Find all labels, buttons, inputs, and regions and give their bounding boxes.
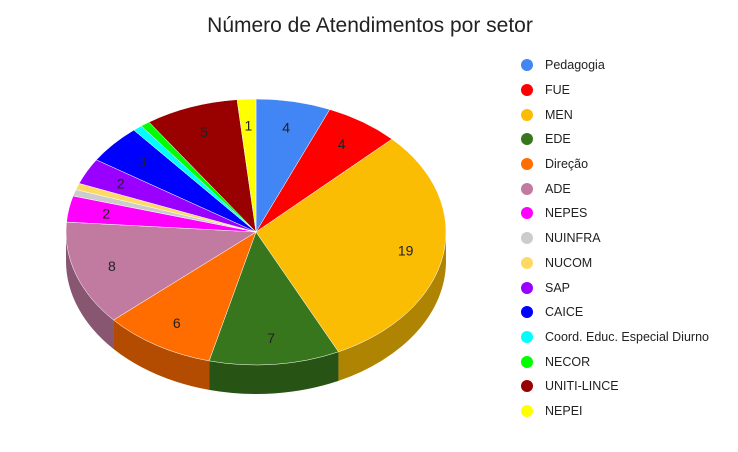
legend-entry-nucom[interactable]: NUCOM [521, 251, 709, 276]
legend-label: MEN [545, 107, 573, 122]
legend-entry-men[interactable]: MEN [521, 102, 709, 127]
legend-swatch [521, 84, 533, 97]
pie-side-men [338, 232, 446, 381]
legend-swatch [521, 158, 533, 171]
pie-slice-ade[interactable] [65, 221, 257, 321]
slice-value-label: 5 [200, 124, 208, 140]
legend-label: CAICE [545, 305, 584, 320]
slice-value-label: 7 [267, 330, 275, 346]
legend-entry-uniti-lince[interactable]: UNITI-LINCE [521, 374, 709, 399]
legend-label: FUE [545, 83, 570, 98]
pie-slice-men[interactable] [255, 138, 447, 353]
legend-label: NUCOM [545, 255, 593, 270]
legend-entry-sap[interactable]: SAP [521, 275, 709, 300]
legend-swatch [521, 281, 533, 294]
legend-entry-coord-educ-especial-diurno[interactable]: Coord. Educ. Especial Diurno [521, 325, 709, 350]
legend-label: NUINFRA [545, 231, 601, 246]
legend-label: NEPEI [545, 403, 583, 418]
pie-side-ade [66, 232, 114, 350]
slice-value-label: 3 [138, 154, 146, 170]
pie-side-ede [209, 351, 339, 394]
legend-label: SAP [545, 280, 571, 295]
legend-swatch [521, 355, 533, 368]
slice-value-label: 2 [102, 206, 110, 222]
legend-entry-pedagogia[interactable]: Pedagogia [521, 53, 709, 78]
legend-swatch [521, 108, 533, 121]
pie-slice-nepei[interactable] [236, 98, 257, 233]
chart-title: Número de Atendimentos por setor [207, 14, 533, 37]
legend-label: Coord. Educ. Especial Diurno [545, 329, 709, 344]
slice-value-label: 4 [338, 136, 346, 152]
slice-value-label: 1 [245, 118, 253, 134]
legend: Pedagogia FUE MEN EDE Direção ADE NEPES NUINFRA… [521, 53, 709, 423]
legend-label: EDE [545, 132, 571, 147]
slice-value-label: 2 [117, 175, 125, 191]
legend-swatch [521, 380, 533, 393]
legend-entry-dire-o[interactable]: Direção [521, 152, 709, 177]
slice-value-label: 8 [108, 258, 116, 274]
pie-side-dire-o [113, 320, 210, 390]
legend-entry-nepei[interactable]: NEPEI [521, 399, 709, 424]
legend-entry-caice[interactable]: CAICE [521, 300, 709, 325]
legend-swatch [521, 306, 533, 319]
legend-swatch [521, 404, 533, 417]
slice-value-label: 4 [282, 120, 290, 136]
legend-swatch [521, 182, 533, 195]
legend-swatch [521, 133, 533, 146]
legend-entry-necor[interactable]: NECOR [521, 349, 709, 374]
slice-value-label: 6 [173, 315, 181, 331]
legend-swatch [521, 59, 533, 72]
pie-slice-ede[interactable] [208, 231, 339, 366]
legend-swatch [521, 256, 533, 269]
pie-slice-dire-o[interactable] [113, 231, 257, 362]
slice-value-label: 19 [398, 242, 414, 258]
legend-label: UNITI-LINCE [545, 379, 619, 394]
legend-entry-nuinfra[interactable]: NUINFRA [521, 226, 709, 251]
legend-entry-fue[interactable]: FUE [521, 78, 709, 103]
legend-swatch [521, 232, 533, 245]
legend-label: Direção [545, 157, 589, 172]
legend-entry-nepes[interactable]: NEPES [521, 201, 709, 226]
pie-slice-uniti-lince[interactable] [148, 99, 257, 233]
legend-label: Pedagogia [545, 58, 605, 73]
legend-entry-ade[interactable]: ADE [521, 176, 709, 201]
pie-top [65, 98, 447, 366]
legend-entry-ede[interactable]: EDE [521, 127, 709, 152]
legend-swatch [521, 207, 533, 220]
pie-sides [66, 232, 446, 394]
legend-label: NECOR [545, 354, 591, 369]
legend-label: NEPES [545, 206, 588, 221]
legend-label: ADE [545, 181, 571, 196]
legend-swatch [521, 330, 533, 343]
